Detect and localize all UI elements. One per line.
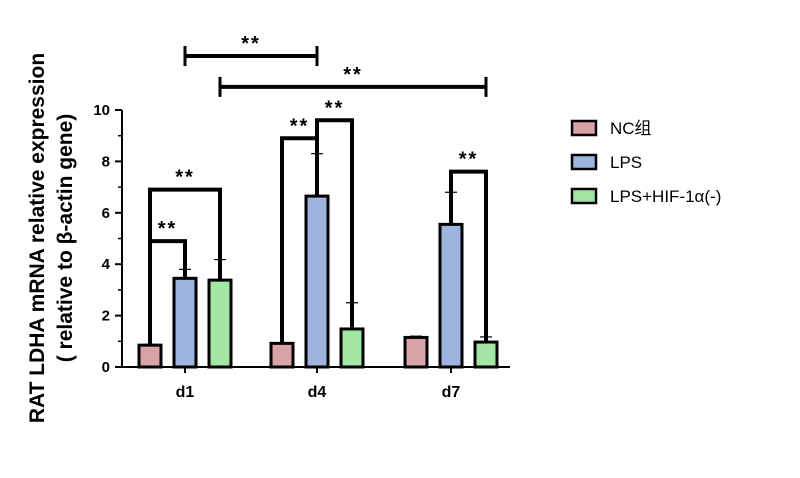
bar [339, 327, 365, 369]
significance-label: ** [325, 97, 345, 119]
y-axis-title-line1: RAT LDHA mRNA relative expression [26, 53, 49, 423]
y-tick-label: 2 [102, 308, 110, 325]
x-tick-label: d7 [442, 384, 461, 401]
x-tick-label: d4 [308, 384, 327, 401]
x-tick-label: d1 [176, 384, 195, 401]
bar [207, 278, 233, 369]
significance-bracket [148, 187, 222, 346]
significance-label: ** [241, 33, 261, 55]
bar [172, 276, 198, 369]
significance-label: ** [175, 167, 195, 189]
legend-swatch [570, 187, 598, 205]
y-axis-title-line2: ( relative to β-actin gene) [54, 114, 77, 363]
y-tick-label: 4 [102, 256, 111, 273]
bar [137, 343, 163, 369]
significance-label: ** [158, 218, 178, 240]
legend-label: NC组 [610, 119, 652, 138]
significance-label: ** [343, 64, 363, 86]
bar [304, 194, 330, 369]
bar [438, 222, 464, 369]
y-axis-title: RAT LDHA mRNA relative expression ( rela… [26, 53, 77, 423]
significance-bracket [449, 169, 488, 343]
legend-swatch [570, 153, 598, 171]
legend-label: LPS+HIF-1α(-) [610, 187, 721, 206]
bar [269, 341, 295, 369]
significance-bracket [315, 118, 354, 329]
bar [473, 340, 499, 369]
significance-label: ** [290, 115, 310, 137]
y-tick-label: 8 [102, 153, 110, 170]
y-tick-label: 10 [93, 102, 110, 119]
legend-label: LPS [610, 153, 642, 172]
significance-label: ** [459, 149, 479, 171]
y-tick-label: 6 [102, 205, 110, 222]
y-tick-label: 0 [102, 359, 110, 376]
bar [403, 335, 429, 369]
legend-swatch [570, 119, 598, 137]
